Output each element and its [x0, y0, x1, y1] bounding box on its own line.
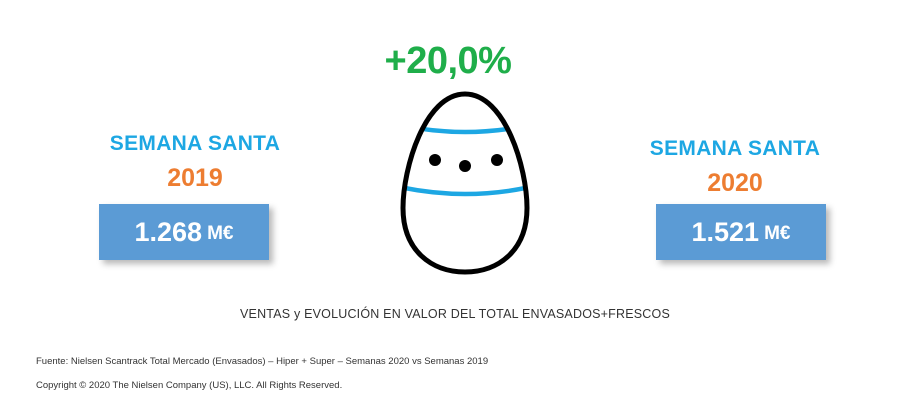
egg-outline — [400, 91, 530, 275]
value-box-2020: 1.521 M€ — [656, 204, 826, 260]
easter-egg-icon — [400, 91, 530, 275]
source-note: Fuente: Nielsen Scantrack Total Mercado … — [36, 356, 489, 367]
egg-dot-center — [459, 160, 471, 172]
value-unit: M€ — [207, 223, 234, 244]
egg-dot-right — [491, 154, 503, 166]
period-label: SEMANA SANTA — [649, 137, 821, 160]
period-year: 2019 — [167, 164, 223, 192]
value-amount: 1.521 — [691, 216, 760, 247]
value-box-2019: 1.268 M€ — [99, 204, 269, 260]
chart-caption: VENTAS y EVOLUCIÓN EN VALOR DEL TOTAL EN… — [240, 307, 670, 321]
value-amount: 1.268 — [134, 216, 203, 247]
period-2020: SEMANA SANTA 2020 — [620, 137, 850, 198]
egg-stripe-top — [403, 121, 527, 135]
period-2019: SEMANA SANTA 2019 — [80, 132, 310, 193]
growth-percentage: +20,0% — [384, 40, 512, 82]
egg-dot-left — [429, 154, 441, 166]
egg-stripe-bottom — [403, 183, 527, 197]
period-label: SEMANA SANTA — [109, 132, 281, 155]
period-year: 2020 — [707, 169, 763, 197]
value-unit: M€ — [764, 223, 791, 244]
copyright-note: Copyright © 2020 The Nielsen Company (US… — [36, 380, 343, 391]
